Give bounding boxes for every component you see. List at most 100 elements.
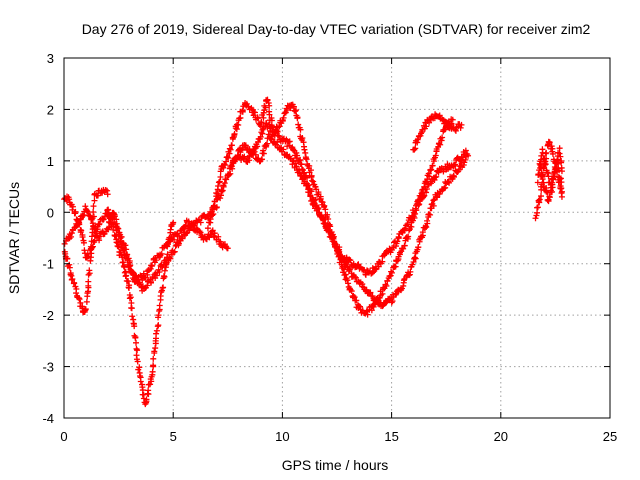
data-point [113, 236, 120, 243]
data-point [215, 182, 222, 189]
y-axis-label: SDTVAR / TECUs [6, 182, 22, 294]
data-point [297, 126, 304, 133]
data-point [433, 173, 440, 180]
x-tick-label: 20 [494, 429, 508, 444]
data-point [446, 179, 453, 186]
data-point [450, 173, 457, 180]
chart-title: Day 276 of 2019, Sidereal Day-to-day VTE… [82, 21, 591, 37]
data-point [242, 142, 249, 149]
data-point [260, 114, 267, 121]
data-point [129, 269, 136, 276]
data-point [91, 197, 98, 204]
data-point [345, 280, 352, 287]
data-point [167, 255, 174, 262]
data-point [326, 227, 333, 234]
data-point [254, 115, 261, 122]
y-tick-label: 3 [47, 51, 54, 66]
data-point [121, 264, 128, 271]
data-point [449, 116, 456, 123]
data-point [76, 221, 83, 228]
data-point [106, 212, 113, 219]
data-point [90, 203, 97, 210]
data-point [428, 166, 435, 173]
data-point [132, 334, 139, 341]
data-point [172, 242, 179, 249]
data-point [284, 107, 291, 114]
data-point [320, 216, 327, 223]
data-point [437, 141, 444, 148]
data-point [259, 156, 266, 163]
data-point [408, 215, 415, 222]
data-point [228, 162, 235, 169]
data-point [545, 198, 552, 205]
data-point [423, 224, 430, 231]
data-point [153, 330, 160, 337]
data-point [149, 368, 156, 375]
data-point [439, 134, 446, 141]
data-point [224, 245, 231, 252]
data-point [150, 362, 157, 369]
data-point [436, 112, 443, 119]
data-point [143, 396, 150, 403]
data-point [198, 232, 205, 239]
data-point [115, 243, 122, 250]
data-point [150, 355, 157, 362]
data-point [66, 196, 73, 203]
data-point [315, 205, 322, 212]
data-point [442, 184, 449, 191]
data-point [81, 250, 88, 257]
data-point [124, 251, 131, 258]
data-point [279, 117, 286, 124]
series-trace-k [536, 157, 565, 205]
data-point [412, 255, 419, 262]
data-point [379, 303, 386, 310]
data-point [536, 196, 543, 203]
data-point [458, 121, 465, 128]
data-point [426, 173, 433, 180]
data-point [100, 216, 107, 223]
data-point [151, 348, 158, 355]
data-point [462, 147, 469, 154]
data-point [144, 271, 151, 278]
data-point [538, 193, 545, 200]
data-point [461, 151, 468, 158]
data-point [405, 233, 412, 240]
y-tick-label: -4 [42, 411, 54, 426]
data-point [83, 298, 90, 305]
data-point [147, 381, 154, 388]
data-point [153, 327, 160, 334]
data-point [419, 229, 426, 236]
data-point [171, 248, 178, 255]
data-point [421, 192, 428, 199]
data-point [280, 114, 287, 121]
data-point [534, 204, 541, 211]
data-point [346, 256, 353, 263]
data-point [90, 213, 97, 220]
data-point [137, 378, 144, 385]
data-point [427, 167, 434, 174]
data-point [241, 153, 248, 160]
data-point [134, 358, 141, 365]
data-point [304, 174, 311, 181]
data-point [429, 162, 436, 169]
data-point [125, 284, 132, 291]
data-point [558, 179, 565, 186]
data-point [364, 311, 371, 318]
marks-layer [61, 96, 565, 408]
data-point [225, 154, 232, 161]
data-point [79, 234, 86, 241]
data-point [550, 176, 557, 183]
data-point [214, 195, 221, 202]
data-point [411, 146, 418, 153]
data-point [133, 339, 140, 346]
data-point [69, 203, 76, 210]
data-point [217, 195, 224, 202]
data-point [452, 127, 459, 134]
data-point [430, 197, 437, 204]
series-trace-d [105, 206, 177, 408]
data-point [164, 251, 171, 258]
data-point [534, 209, 541, 216]
data-point [299, 166, 305, 173]
data-point [69, 276, 76, 283]
data-point [430, 158, 437, 165]
